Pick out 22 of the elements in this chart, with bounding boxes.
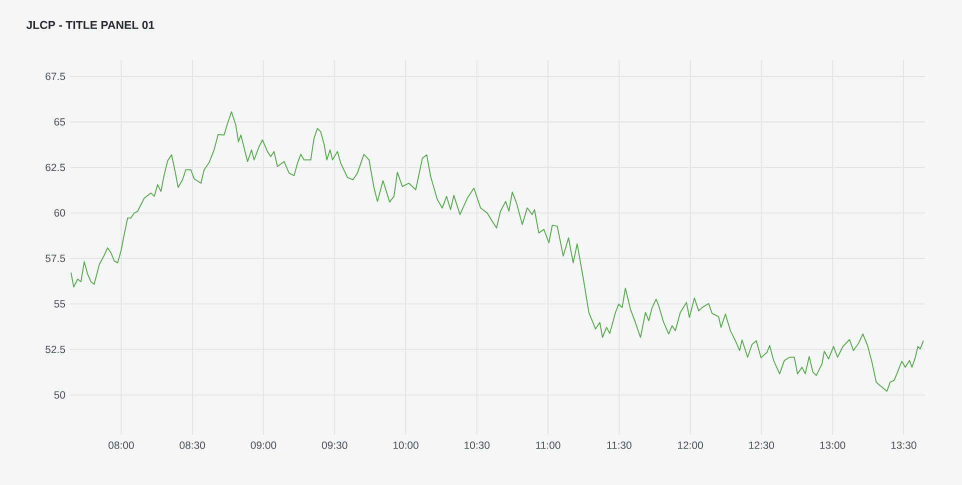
y-tick-label: 67.5: [46, 72, 66, 80]
x-tick-label: 12:00: [678, 442, 703, 449]
y-tick-label: 62.5: [46, 164, 66, 172]
y-tick-label: 50: [54, 391, 66, 399]
y-tick-label: 60: [54, 209, 66, 217]
x-tick-label: 08:30: [180, 442, 206, 449]
y-tick-label: 57.5: [46, 254, 66, 262]
x-tick-label: 10:00: [393, 442, 418, 449]
y-tick-label: 52.5: [46, 346, 66, 354]
x-tick-label: 12:30: [749, 442, 774, 449]
x-tick-label: 09:30: [322, 442, 348, 449]
x-tick-label: 13:30: [891, 442, 916, 449]
chart-title: JLCP - TITLE PANEL 01: [26, 20, 154, 30]
x-tick-label: 09:00: [250, 442, 276, 449]
x-tick-label: 13:00: [820, 442, 846, 449]
x-tick-label: 10:30: [464, 442, 490, 449]
y-tick-label: 55: [54, 300, 66, 308]
x-tick-label: 11:30: [607, 442, 632, 449]
y-tick-label: 65: [54, 118, 66, 126]
x-tick-label: 08:00: [108, 442, 134, 449]
x-tick-label: 11:00: [536, 442, 560, 449]
line-series: [70, 111, 924, 392]
